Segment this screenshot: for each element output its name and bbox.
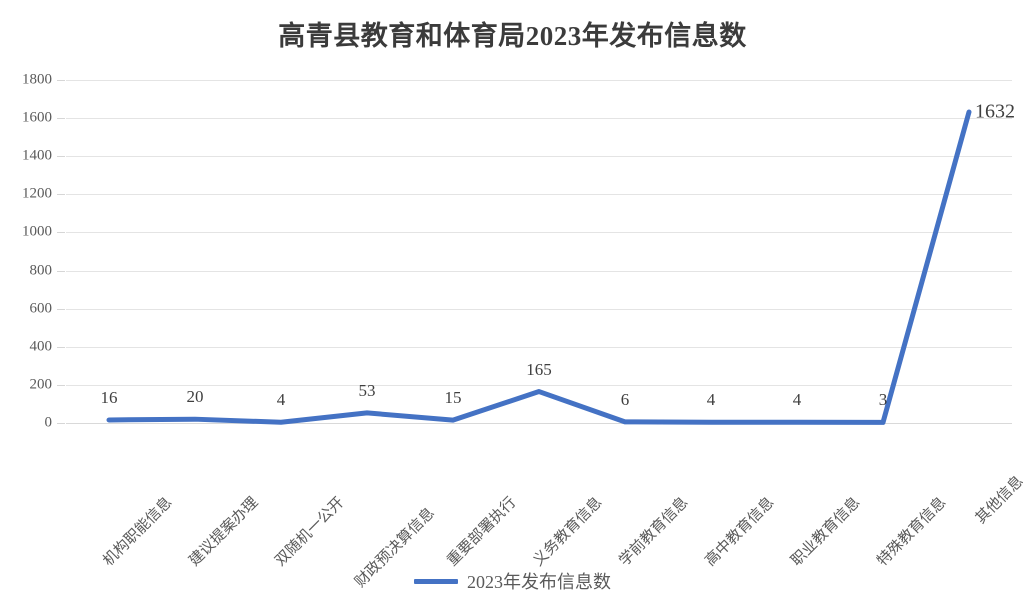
data-label: 4 xyxy=(706,390,716,410)
gridline xyxy=(66,118,1012,120)
data-label: 165 xyxy=(526,359,552,379)
gridline xyxy=(66,270,1012,272)
x-tick-label: 其他信息 xyxy=(972,473,1025,528)
y-tick-mark xyxy=(57,80,65,81)
y-tick-label: 400 xyxy=(29,338,53,355)
gridline xyxy=(66,346,1012,348)
x-tick-label: 义务教育信息 xyxy=(530,494,606,570)
data-label: 4 xyxy=(792,390,802,410)
y-tick-label: 1600 xyxy=(22,109,52,126)
y-tick-label: 1000 xyxy=(22,223,52,240)
data-label: 1632 xyxy=(975,100,1015,123)
y-tick-mark xyxy=(57,308,65,310)
y-tick-mark xyxy=(57,384,65,386)
gridline xyxy=(66,308,1012,310)
y-tick-mark xyxy=(57,423,65,424)
gridline xyxy=(66,232,1012,234)
data-label: 15 xyxy=(444,388,462,408)
y-tick-mark xyxy=(57,194,65,196)
data-label: 53 xyxy=(358,380,376,400)
data-label: 4 xyxy=(276,390,286,410)
data-label: 20 xyxy=(186,387,204,407)
y-tick-label: 0 xyxy=(44,414,53,431)
y-tick-label: 1200 xyxy=(22,185,52,202)
y-axis: 1800 1600 1400 1200 1000 800 600 400 200 0 xyxy=(0,72,65,431)
data-label: 3 xyxy=(878,390,888,410)
plot-area xyxy=(66,80,1012,425)
x-tick-label: 建议提案办理 xyxy=(186,494,262,570)
y-tick-mark xyxy=(57,346,65,348)
legend-line-swatch xyxy=(414,578,458,584)
y-tick-label: 200 xyxy=(29,376,53,393)
y-tick-mark xyxy=(57,118,65,120)
series-line-2023 xyxy=(106,109,972,425)
gridline xyxy=(66,194,1012,196)
x-tick-label: 职业教育信息 xyxy=(788,494,864,570)
x-tick-label: 学前教育信息 xyxy=(616,494,692,570)
y-tick-mark xyxy=(57,156,65,158)
x-tick-label: 双随机一公开 xyxy=(272,494,348,570)
gridline xyxy=(66,156,1012,158)
x-tick-label: 机构职能信息 xyxy=(100,494,176,570)
legend-label: 2023年发布信息数 xyxy=(467,572,611,592)
y-tick-label: 800 xyxy=(29,262,53,279)
y-tick-label: 600 xyxy=(29,300,53,317)
data-label: 6 xyxy=(620,389,630,409)
x-axis: 机构职能信息 建议提案办理 双随机一公开 财政预决算信息 重要部署执行 义务教育信息 学前教… xyxy=(0,428,1025,590)
y-tick-label: 1800 xyxy=(22,71,52,88)
gridline xyxy=(66,80,1012,81)
gridline xyxy=(66,384,1012,386)
x-tick-label: 重要部署执行 xyxy=(444,494,520,570)
gridline xyxy=(66,423,1012,424)
y-tick-label: 1400 xyxy=(22,147,52,164)
chart-legend: 2023年发布信息数 xyxy=(0,568,1025,594)
chart-title: 高青县教育和体育局2023年发布信息数 xyxy=(278,21,747,51)
x-tick-label: 高中教育信息 xyxy=(702,494,778,570)
y-tick-mark xyxy=(57,270,65,272)
y-tick-mark xyxy=(57,232,65,234)
data-label: 16 xyxy=(100,387,118,407)
